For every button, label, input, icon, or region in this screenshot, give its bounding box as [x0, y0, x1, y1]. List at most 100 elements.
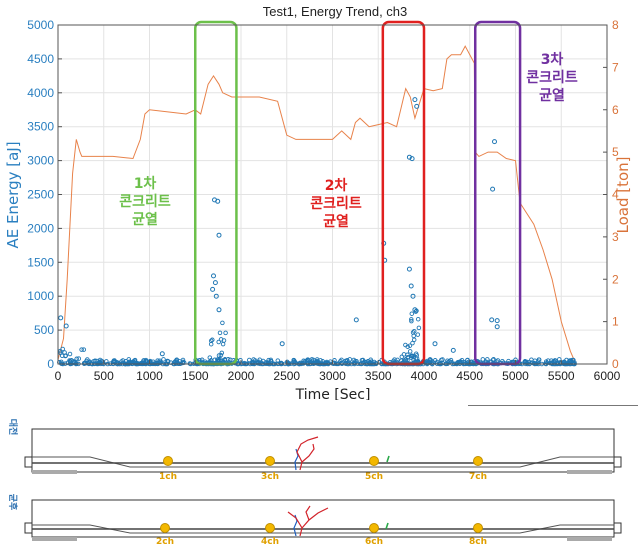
energy-point-3 — [211, 273, 216, 279]
x-tick-label-9: 4500 — [456, 369, 483, 383]
y-left-tick-label-2: 1000 — [27, 289, 54, 303]
x-tick-label-4: 2000 — [228, 369, 255, 383]
energy-band-point — [548, 360, 554, 366]
sensor-8ch — [473, 523, 483, 533]
beam-after-left-support — [32, 537, 77, 541]
beam-after-tendon — [32, 524, 614, 534]
energy-band-point — [228, 357, 233, 363]
x-tick-label-3: 1500 — [182, 369, 209, 383]
x-tick-label-1: 500 — [94, 369, 114, 383]
energy-point-15 — [408, 283, 414, 289]
energy-point-2 — [216, 232, 222, 238]
sensor-5ch — [369, 456, 379, 466]
energy-band-point — [414, 353, 420, 358]
x-tick-label-10: 5000 — [502, 369, 529, 383]
sensor-1ch-label: 1ch — [159, 472, 177, 482]
energy-band-point — [208, 338, 214, 344]
energy-band-point — [411, 328, 417, 334]
energy-band-point — [440, 357, 445, 362]
energy-band-point — [409, 311, 415, 316]
sensor-5ch-label: 5ch — [365, 472, 383, 482]
energy-band-point — [132, 357, 138, 363]
annotation-crack-2: 2차 콘크리트 균열 — [310, 178, 362, 230]
energy-point-17 — [412, 307, 418, 313]
chart-title: Test1, Energy Trend, ch3 — [263, 4, 408, 19]
energy-band-point — [221, 338, 227, 343]
energy-point-16 — [410, 293, 416, 299]
x-tick-label-8: 4000 — [411, 369, 438, 383]
energy-band-point — [223, 330, 228, 336]
sensor-2ch-label: 2ch — [156, 537, 174, 544]
x-tick-label-2: 1000 — [136, 369, 163, 383]
energy-band-point — [123, 359, 129, 364]
crack-1-line3: 균열 — [132, 211, 158, 228]
energy-band-point — [536, 357, 542, 362]
sensor-7ch-label: 7ch — [469, 472, 487, 482]
energy-band-point — [76, 356, 82, 361]
sensor-4ch-label: 4ch — [261, 537, 279, 544]
energy-band-point — [429, 361, 434, 366]
energy-point-22 — [494, 324, 500, 330]
energy-band-point — [207, 355, 213, 360]
energy-band-point — [353, 358, 358, 364]
energy-point-4 — [212, 280, 218, 286]
sensor-6ch-label: 6ch — [365, 537, 383, 544]
energy-band-point — [313, 360, 318, 366]
energy-band-point — [220, 320, 225, 326]
energy-point-12 — [412, 97, 418, 103]
beam-before: 대전 1ch 3ch 5ch 7ch — [7, 419, 622, 482]
energy-band-point — [79, 347, 84, 352]
y-right-tick-label-4: 4 — [612, 188, 619, 202]
x-tick-label-12: 6000 — [594, 369, 621, 383]
beam-after-right-support — [567, 537, 612, 541]
y-left-tick-label-5: 2500 — [27, 188, 54, 202]
energy-band-point — [197, 358, 202, 363]
energy-band-point — [399, 358, 404, 363]
beam-after-left-end — [24, 522, 33, 534]
energy-band-point — [92, 358, 98, 364]
y-right-tick-label-0: 0 — [612, 357, 619, 371]
sensor-8ch-label: 8ch — [469, 537, 487, 544]
energy-band-point — [255, 360, 260, 366]
y-left-tick-label-10: 5000 — [27, 18, 54, 32]
y-right-tick-label-6: 6 — [612, 103, 619, 117]
x-tick-label-0: 0 — [55, 369, 62, 383]
axes: 0 500 1000 1500 2000 2500 3000 3500 4000 4500 5000… — [27, 18, 620, 383]
crack-2-line1: 2차 — [325, 178, 348, 194]
energy-point-7 — [216, 307, 222, 313]
energy-band-point — [343, 358, 348, 364]
energy-band-point — [180, 357, 186, 363]
energy-band-point — [216, 353, 222, 358]
energy-band-point — [409, 317, 414, 322]
beam-before-left-support — [32, 470, 77, 474]
sensor-3ch — [265, 456, 275, 466]
crack-red-2a — [287, 511, 303, 537]
y-left-tick-label-9: 4500 — [27, 52, 54, 66]
annotation-crack-3: 3차 콘크리트 균열 — [526, 52, 578, 104]
y-left-tick-label-3: 1500 — [27, 255, 54, 269]
beam-diagrams: 대전 1ch 3ch 5ch 7ch 균후 2ch 4ch 6 — [7, 419, 622, 544]
y-left-tick-label-8: 4000 — [27, 86, 54, 100]
energy-band-point — [343, 360, 349, 366]
energy-band-point — [459, 357, 465, 363]
energy-band-point — [360, 357, 366, 363]
x-tick-label-7: 3500 — [365, 369, 392, 383]
energy-point-25 — [63, 323, 69, 329]
load-line — [57, 45, 576, 363]
energy-band-point — [266, 360, 271, 366]
energy-point-5 — [210, 286, 216, 292]
crack-red-2c — [305, 505, 311, 521]
energy-band-point — [409, 318, 414, 324]
energy-band-point — [427, 357, 433, 362]
y-left-tick-label-6: 3000 — [27, 154, 54, 168]
y-right-tick-label-3: 3 — [612, 230, 619, 244]
energy-band-point — [81, 347, 87, 352]
y-right-label: Load [ton] — [614, 156, 632, 233]
energy-band-point — [161, 357, 166, 362]
energy-band-point — [292, 359, 297, 364]
energy-band-point — [218, 352, 224, 358]
energy-band-point — [409, 354, 415, 359]
energy-band-point — [247, 357, 252, 363]
y-right-tick-label-8: 8 — [612, 18, 619, 32]
energy-band-point — [407, 349, 413, 354]
